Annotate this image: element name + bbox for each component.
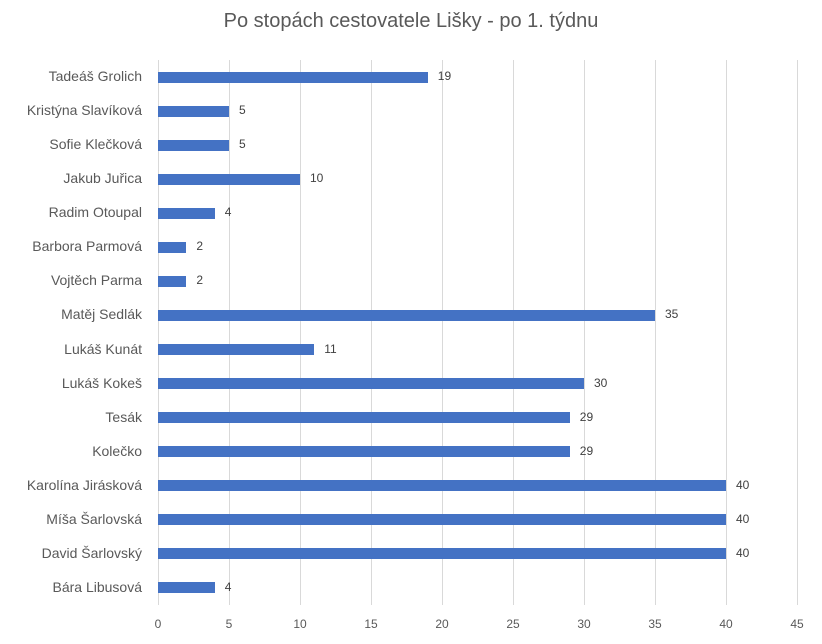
x-tick-label: 45: [790, 617, 804, 631]
gridline: [584, 60, 585, 605]
gridline: [442, 60, 443, 605]
x-tick-label: 5: [225, 617, 233, 631]
data-label: 35: [665, 307, 679, 322]
x-tick-label: 40: [719, 617, 733, 631]
bar: [158, 309, 655, 321]
bar: [158, 514, 726, 526]
x-tick-label: 0: [154, 617, 162, 631]
bar: [158, 480, 726, 492]
data-label: 19: [437, 69, 452, 84]
category-label: Karolína Jirásková: [26, 476, 142, 493]
gridline: [371, 60, 372, 605]
category-label: Barbora Parmová: [32, 238, 142, 255]
data-label: 40: [736, 511, 750, 526]
gridline: [513, 60, 514, 605]
gridline: [655, 60, 656, 605]
x-tick-label: 20: [435, 617, 449, 631]
gridline: [229, 60, 230, 605]
bar: [158, 105, 229, 117]
gridline: [797, 60, 798, 605]
gridline: [300, 60, 301, 605]
category-label: Kolečko: [92, 442, 142, 459]
bar: [158, 446, 570, 458]
category-label: Míša Šarlovská: [46, 510, 142, 527]
bar: [158, 173, 300, 185]
category-label: Jakub Juřica: [63, 170, 142, 187]
bar: [158, 344, 315, 356]
chart-title: Po stopách cestovatele Lišky - po 1. týd…: [223, 10, 599, 32]
bar: [158, 71, 428, 83]
category-label: Kristýna Slavíková: [26, 102, 142, 119]
data-label: 30: [594, 375, 608, 390]
bar: [158, 412, 570, 424]
data-label: 40: [736, 477, 750, 492]
bar: [158, 139, 229, 151]
category-label: David Šarlovský: [41, 544, 142, 561]
category-label: Radim Otoupal: [48, 204, 142, 221]
bar: [158, 207, 215, 219]
data-label: 29: [579, 443, 594, 458]
x-tick-label: 10: [293, 617, 307, 631]
category-label: Sofie Klečková: [49, 136, 142, 153]
category-label: Matěj Sedlák: [61, 306, 142, 323]
category-label: Tadeáš Grolich: [48, 68, 142, 85]
category-label: Lukáš Kokeš: [61, 374, 142, 391]
data-label: 5: [239, 137, 246, 152]
data-label: 4: [224, 579, 232, 594]
bar: [158, 582, 215, 594]
gridline: [158, 60, 159, 605]
data-label: 2: [196, 273, 204, 288]
data-label: 11: [324, 341, 337, 356]
bar: [158, 275, 187, 287]
category-label: Lukáš Kunát: [64, 340, 142, 357]
bar: [158, 241, 187, 253]
x-tick-label: 30: [577, 617, 591, 631]
data-label: 29: [579, 409, 594, 424]
category-label: Bára Libusová: [52, 578, 142, 595]
data-label: 2: [196, 239, 204, 254]
category-label: Tesák: [105, 408, 142, 425]
x-tick-label: 15: [364, 617, 378, 631]
data-label: 10: [310, 171, 324, 186]
data-label: 5: [239, 103, 246, 118]
category-label: Vojtěch Parma: [50, 272, 142, 289]
data-label: 40: [736, 545, 750, 560]
data-label: 4: [224, 205, 232, 220]
bar: [158, 548, 726, 560]
bar: [158, 378, 584, 390]
x-tick-label: 35: [648, 617, 662, 631]
gridline: [726, 60, 727, 605]
x-tick-label: 25: [506, 617, 520, 631]
